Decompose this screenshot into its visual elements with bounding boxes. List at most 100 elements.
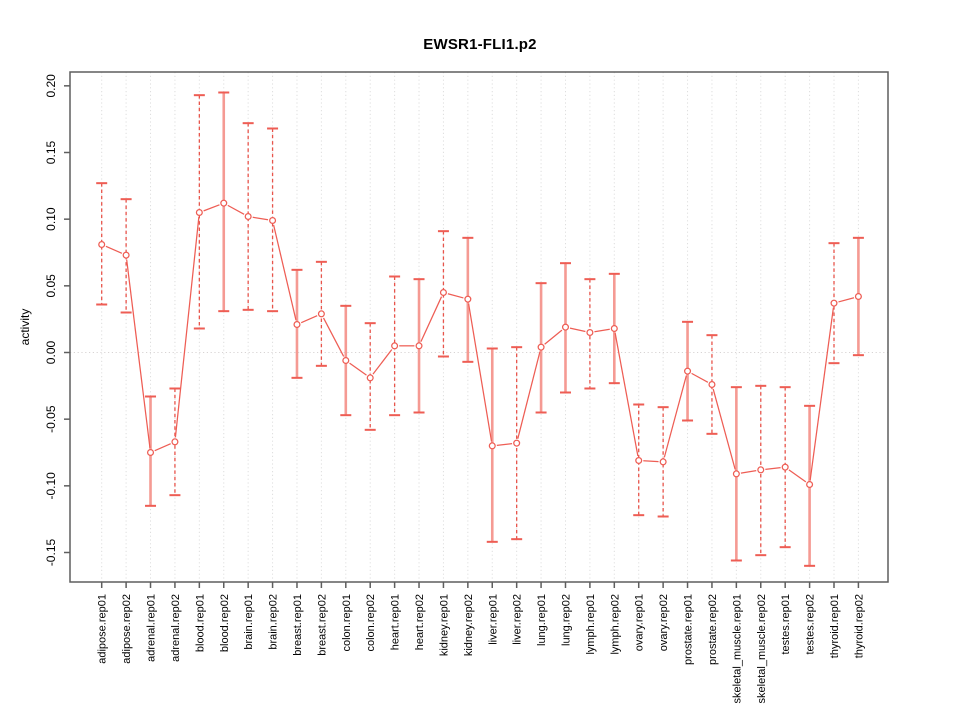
- y-axis-title: activity: [18, 308, 32, 346]
- x-tick-label: lymph.rep01: [585, 594, 597, 655]
- data-point-marker: [391, 342, 399, 350]
- data-point-marker: [415, 342, 423, 350]
- x-tick-label: liver.rep01: [487, 594, 499, 645]
- data-point-marker: [366, 374, 374, 382]
- chart-title: EWSR1-FLI1.p2: [423, 36, 537, 53]
- series-segment: [614, 332, 639, 457]
- data-point-marker: [732, 470, 740, 478]
- x-tick-label: lymph.rep02: [609, 594, 621, 655]
- data-point-marker: [439, 288, 447, 297]
- data-point-marker: [684, 367, 692, 375]
- series-segment: [322, 317, 345, 357]
- series-segment: [203, 204, 220, 212]
- data-point-marker: [537, 343, 545, 351]
- data-point-marker: [635, 456, 643, 465]
- series-segment: [372, 349, 393, 375]
- data-point-marker: [854, 292, 862, 301]
- series-segment: [663, 375, 687, 458]
- series-segment: [105, 245, 123, 254]
- data-point-marker: [171, 438, 179, 446]
- data-point-marker: [244, 212, 252, 221]
- series-segment: [809, 307, 835, 481]
- y-tick-label: -0.15: [44, 539, 58, 567]
- plot-frame: [69, 71, 889, 583]
- x-tick-label: blood.rep01: [194, 594, 206, 652]
- series-segment: [712, 388, 736, 470]
- series-segment: [126, 259, 151, 449]
- data-point-marker: [659, 458, 667, 466]
- data-point-marker: [757, 466, 765, 474]
- series-segment: [765, 467, 781, 470]
- data-point-marker: [269, 216, 277, 225]
- data-point-marker: [464, 295, 472, 303]
- y-tick-label: 0.15: [44, 140, 58, 164]
- x-tick-label: heart.rep01: [390, 594, 402, 650]
- x-tick-label: ovary.rep02: [658, 594, 670, 651]
- x-tick-label: breast.rep02: [316, 594, 328, 656]
- y-tick-label: 0.00: [44, 340, 58, 364]
- x-tick-label: blood.rep02: [219, 594, 231, 652]
- x-tick-label: adipose.rep02: [121, 594, 133, 664]
- x-tick-label: prostate.rep01: [683, 594, 695, 665]
- data-point-marker: [708, 380, 716, 389]
- series-segment: [154, 443, 171, 452]
- x-tick-label: lung.rep02: [560, 594, 572, 646]
- x-tick-label: kidney.rep01: [438, 594, 450, 656]
- series-segment: [544, 329, 563, 345]
- series-segment: [594, 328, 610, 333]
- series-segment: [300, 315, 318, 324]
- x-tick-label: kidney.rep02: [463, 594, 475, 656]
- y-tick-label: 0.05: [44, 274, 58, 298]
- data-point-marker: [195, 208, 203, 217]
- series-segment: [838, 297, 855, 303]
- data-point-marker: [317, 310, 325, 318]
- y-tick-label: -0.05: [44, 405, 58, 433]
- x-tick-label: prostate.rep02: [707, 594, 719, 665]
- series-segment: [420, 296, 443, 342]
- x-tick-label: ovary.rep01: [634, 594, 646, 651]
- series-segment: [740, 469, 757, 474]
- data-point-marker: [830, 299, 838, 307]
- series-segment: [273, 224, 297, 321]
- series-segment: [517, 351, 541, 439]
- x-tick-label: colon.rep01: [341, 594, 353, 652]
- x-tick-label: lung.rep01: [536, 594, 548, 646]
- y-tick-label: 0.10: [44, 207, 58, 231]
- data-point-marker: [98, 240, 106, 249]
- series-segment: [447, 293, 464, 299]
- series-segment: [643, 460, 659, 463]
- data-point-marker: [293, 320, 301, 329]
- data-point-marker: [586, 328, 594, 337]
- data-point-marker: [781, 463, 789, 471]
- series-segment: [569, 327, 586, 333]
- x-tick-label: testes.rep01: [780, 594, 792, 655]
- series-segment: [467, 303, 493, 442]
- series-segment: [349, 362, 367, 376]
- x-tick-label: adipose.rep01: [97, 594, 109, 664]
- series-segment: [227, 204, 245, 215]
- data-point-marker: [488, 442, 496, 450]
- data-point-marker: [513, 439, 521, 447]
- y-tick-label: 0.20: [44, 74, 58, 98]
- data-point-marker: [122, 251, 130, 259]
- y-tick-label: -0.10: [44, 472, 58, 500]
- x-tick-label: breast.rep01: [292, 594, 304, 656]
- data-point-marker: [806, 480, 814, 489]
- series-segment: [174, 217, 200, 438]
- x-tick-label: thyroid.rep02: [853, 594, 865, 658]
- x-tick-label: brain.rep01: [243, 594, 255, 650]
- x-tick-label: brain.rep02: [268, 594, 280, 650]
- data-point-marker: [220, 199, 228, 207]
- series-segment: [788, 469, 807, 483]
- data-point-marker: [342, 356, 350, 365]
- x-tick-label: colon.rep02: [365, 594, 377, 652]
- x-tick-label: skeletal_muscle.rep01: [731, 594, 743, 703]
- x-tick-label: skeletal_muscle.rep02: [756, 594, 768, 703]
- x-tick-label: adrenal.rep01: [146, 594, 158, 662]
- series-segment: [691, 372, 709, 383]
- data-point-marker: [146, 448, 155, 457]
- x-tick-label: testes.rep02: [805, 594, 817, 655]
- series-segment: [496, 443, 513, 446]
